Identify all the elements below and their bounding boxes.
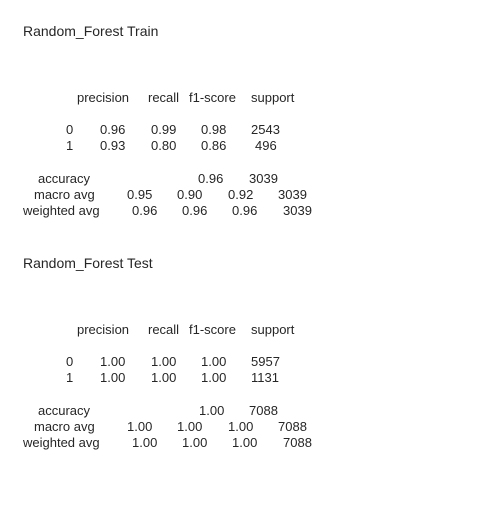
weighted-avg-precision: 1.00 bbox=[132, 435, 158, 450]
row-recall: 1.00 bbox=[151, 354, 177, 369]
accuracy-support: 3039 bbox=[249, 171, 278, 186]
weighted-avg-label: weighted avg bbox=[23, 203, 100, 218]
header-f1-score: f1-score bbox=[189, 322, 236, 337]
accuracy-label: accuracy bbox=[38, 171, 91, 186]
row-label: 1 bbox=[66, 138, 74, 153]
report-title-train: Random_Forest Train bbox=[23, 23, 159, 39]
macro-avg-recall: 1.00 bbox=[177, 419, 203, 434]
macro-avg-precision: 1.00 bbox=[127, 419, 153, 434]
accuracy-label: accuracy bbox=[38, 403, 91, 418]
weighted-avg-recall: 1.00 bbox=[182, 435, 208, 450]
accuracy-support: 7088 bbox=[249, 403, 278, 418]
header-f1-score: f1-score bbox=[189, 90, 236, 105]
weighted-avg-f1: 0.96 bbox=[232, 203, 258, 218]
weighted-avg-f1: 1.00 bbox=[232, 435, 258, 450]
row-precision: 0.93 bbox=[100, 138, 126, 153]
accuracy-f1: 0.96 bbox=[198, 171, 224, 186]
macro-avg-support: 7088 bbox=[278, 419, 307, 434]
macro-avg-f1: 0.92 bbox=[228, 187, 254, 202]
classification-report-test: precision recall f1-score support 0 1.00… bbox=[0, 0, 312, 528]
row-precision: 1.00 bbox=[100, 354, 126, 369]
macro-avg-recall: 0.90 bbox=[177, 187, 203, 202]
weighted-avg-support: 7088 bbox=[283, 435, 312, 450]
row-f1: 0.98 bbox=[201, 122, 227, 137]
row-f1: 1.00 bbox=[201, 354, 227, 369]
weighted-avg-label: weighted avg bbox=[23, 435, 100, 450]
row-label: 0 bbox=[66, 122, 74, 137]
macro-avg-label: macro avg bbox=[34, 419, 95, 434]
row-recall: 1.00 bbox=[151, 370, 177, 385]
header-recall: recall bbox=[148, 90, 180, 105]
row-recall: 0.80 bbox=[151, 138, 177, 153]
macro-avg-support: 3039 bbox=[278, 187, 307, 202]
header-precision: precision bbox=[77, 90, 130, 105]
header-support: support bbox=[251, 322, 295, 337]
header-support: support bbox=[251, 90, 295, 105]
row-support: 1131 bbox=[251, 370, 279, 385]
header-precision: precision bbox=[77, 322, 130, 337]
macro-avg-f1: 1.00 bbox=[228, 419, 254, 434]
row-f1: 1.00 bbox=[201, 370, 227, 385]
header-recall: recall bbox=[148, 322, 180, 337]
row-support: 5957 bbox=[251, 354, 280, 369]
macro-avg-precision: 0.95 bbox=[127, 187, 153, 202]
weighted-avg-precision: 0.96 bbox=[132, 203, 158, 218]
row-precision: 1.00 bbox=[100, 370, 126, 385]
row-label: 0 bbox=[66, 354, 74, 369]
weighted-avg-recall: 0.96 bbox=[182, 203, 208, 218]
row-label: 1 bbox=[66, 370, 74, 385]
weighted-avg-support: 3039 bbox=[283, 203, 312, 218]
report-title-test: Random_Forest Test bbox=[23, 255, 153, 271]
row-support: 496 bbox=[255, 138, 277, 153]
macro-avg-label: macro avg bbox=[34, 187, 95, 202]
row-recall: 0.99 bbox=[151, 122, 177, 137]
classification-report-train: precision recall f1-score support 0 0.96… bbox=[0, 0, 312, 528]
row-support: 2543 bbox=[251, 122, 280, 137]
accuracy-f1: 1.00 bbox=[199, 403, 225, 418]
row-f1: 0.86 bbox=[201, 138, 227, 153]
row-precision: 0.96 bbox=[100, 122, 126, 137]
